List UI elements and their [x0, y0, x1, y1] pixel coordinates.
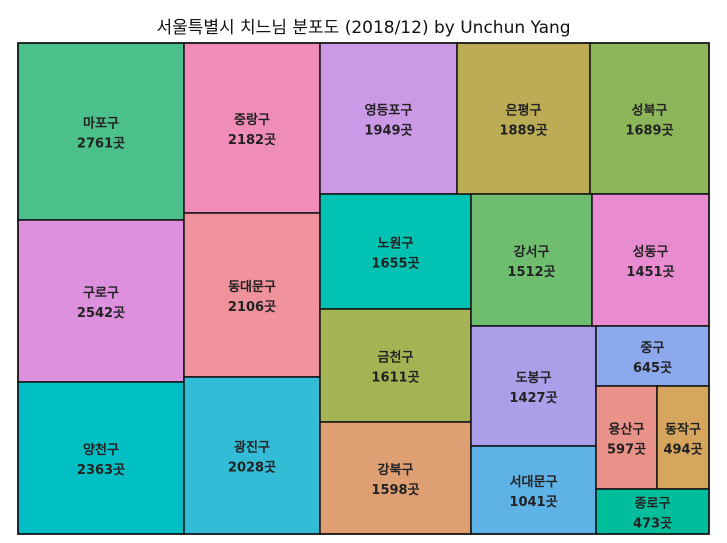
tile-value-label: 473곳	[633, 517, 672, 532]
treemap-tile: 성북구 1689곳	[589, 42, 710, 195]
tile-value-label: 1949곳	[364, 124, 412, 139]
tile-value-label: 1427곳	[509, 391, 557, 406]
tile-rect	[319, 193, 472, 310]
tile-name-label: 구로구	[83, 286, 119, 301]
chart-title: 서울특별시 치느님 분포도 (2018/12) by Unchun Yang	[156, 18, 571, 38]
tile-value-label: 2106곳	[228, 300, 276, 315]
tile-rect	[17, 381, 185, 535]
treemap-tile: 중랑구 2182곳	[183, 42, 321, 214]
tile-rect	[319, 421, 472, 535]
tile-rect	[595, 325, 710, 387]
treemap-tile: 은평구 1889곳	[456, 42, 591, 195]
tile-value-label: 2542곳	[77, 306, 125, 321]
tile-name-label: 강북구	[378, 462, 414, 478]
tile-name-label: 마포구	[83, 116, 119, 132]
treemap-tile: 용산구 597곳	[595, 385, 658, 490]
tile-rect	[589, 42, 710, 195]
tile-name-label: 중구	[641, 341, 665, 356]
tile-name-label: 용산구	[609, 422, 645, 438]
treemap-tile: 금천구 1611곳	[319, 308, 472, 423]
tile-rect	[470, 325, 597, 447]
tile-name-label: 중랑구	[234, 113, 270, 128]
tile-name-label: 강서구	[514, 244, 550, 260]
tile-name-label: 양천구	[83, 443, 119, 458]
tile-name-label: 도봉구	[516, 371, 552, 386]
plot-frame	[17, 42, 710, 535]
tile-rect	[470, 445, 597, 535]
tile-value-label: 2182곳	[228, 133, 276, 148]
tile-name-label: 영등포구	[365, 104, 413, 119]
tile-value-label: 2761곳	[77, 137, 125, 152]
tile-name-label: 노원구	[378, 237, 414, 252]
treemap-tile: 동작구 494곳	[656, 385, 710, 490]
tile-value-label: 1512곳	[507, 265, 555, 280]
tile-name-label: 성동구	[633, 245, 669, 260]
tile-rect	[656, 385, 710, 490]
tile-name-label: 서대문구	[510, 475, 558, 490]
tile-rect	[319, 308, 472, 423]
tile-rect	[183, 376, 321, 535]
treemap-tile: 강북구 1598곳	[319, 421, 472, 535]
tile-value-label: 1598곳	[371, 483, 419, 498]
treemap-tile: 강서구 1512곳	[470, 193, 593, 327]
tile-rect	[595, 385, 658, 490]
tile-value-label: 1451곳	[626, 265, 674, 280]
tile-rect	[319, 42, 458, 195]
treemap-tile: 마포구 2761곳	[17, 42, 185, 221]
tile-rect	[17, 42, 185, 221]
tile-value-label: 494곳	[663, 443, 702, 458]
tile-rect	[183, 212, 321, 378]
tile-value-label: 2028곳	[228, 461, 276, 476]
tile-rect	[456, 42, 591, 195]
treemap-tile: 중구 645곳	[595, 325, 710, 387]
tile-name-label: 동대문구	[228, 280, 276, 295]
tile-name-label: 은평구	[506, 103, 542, 119]
treemap-tile: 영등포구 1949곳	[319, 42, 458, 195]
treemap-tile: 종로구 473곳	[595, 488, 710, 535]
treemap-tile: 양천구 2363곳	[17, 381, 185, 535]
treemap-tile: 광진구 2028곳	[183, 376, 321, 535]
tile-value-label: 1611곳	[371, 371, 419, 386]
tile-name-label: 종로구	[635, 497, 671, 512]
treemap-tile: 도봉구 1427곳	[470, 325, 597, 447]
tile-value-label: 1889곳	[499, 124, 547, 139]
treemap-tile: 서대문구 1041곳	[470, 445, 597, 535]
tile-value-label: 645곳	[633, 361, 672, 376]
tile-rect	[591, 193, 710, 327]
treemap-tile: 구로구 2542곳	[17, 219, 185, 383]
tile-name-label: 광진구	[234, 440, 270, 456]
tile-name-label: 금천구	[378, 351, 414, 366]
tile-name-label: 성북구	[632, 104, 668, 119]
tile-rect	[17, 219, 185, 383]
tile-value-label: 2363곳	[77, 463, 125, 478]
tile-rect	[470, 193, 593, 327]
treemap-tile: 동대문구 2106곳	[183, 212, 321, 378]
tile-value-label: 1689곳	[625, 124, 673, 139]
treemap-tile: 성동구 1451곳	[591, 193, 710, 327]
tile-rect	[183, 42, 321, 214]
tile-value-label: 1655곳	[371, 257, 419, 272]
tile-value-label: 1041곳	[509, 495, 557, 510]
tile-name-label: 동작구	[665, 422, 701, 438]
treemap-tile: 노원구 1655곳	[319, 193, 472, 310]
tile-value-label: 597곳	[607, 443, 646, 458]
